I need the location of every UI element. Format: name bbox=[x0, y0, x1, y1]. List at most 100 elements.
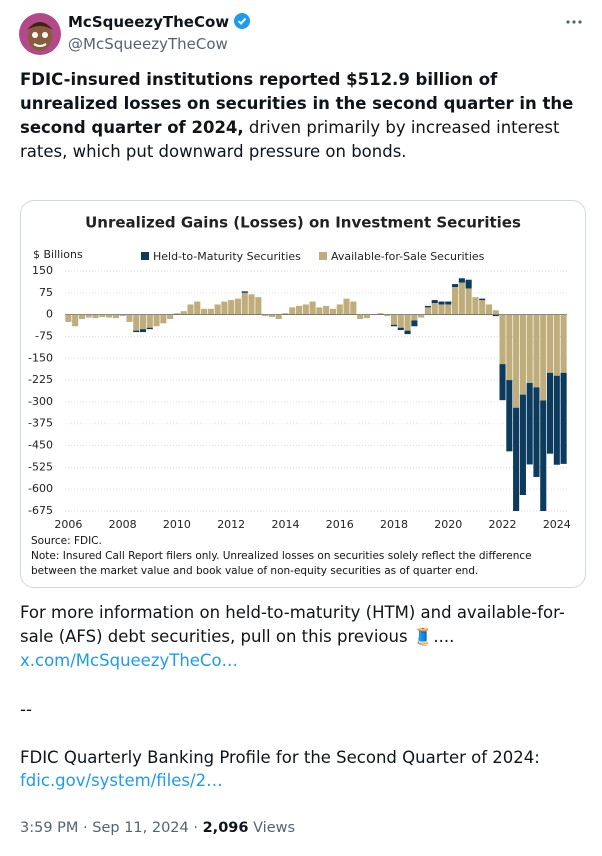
author-handle[interactable]: @McSqueezyTheCow bbox=[68, 35, 228, 53]
bar-segment bbox=[343, 298, 350, 315]
bar-segment bbox=[363, 314, 370, 319]
y-tick-label: 150 bbox=[32, 264, 53, 277]
bar-segment bbox=[323, 305, 330, 315]
bar-segment bbox=[72, 314, 79, 327]
bar-segment bbox=[540, 314, 547, 401]
chart-title: Unrealized Gains (Losses) on Investment … bbox=[85, 214, 521, 232]
x-tick-label: 2008 bbox=[109, 518, 137, 531]
bar-segment bbox=[560, 314, 567, 373]
bar-segment bbox=[357, 314, 364, 319]
y-tick-label: -225 bbox=[28, 373, 53, 386]
author-name[interactable]: McSqueezyTheCow bbox=[68, 13, 251, 31]
bar-segment bbox=[92, 314, 99, 319]
bar-segment bbox=[180, 311, 187, 315]
bar-segment bbox=[404, 330, 411, 335]
bar-segment bbox=[262, 314, 269, 317]
bar-segment bbox=[458, 282, 465, 315]
bar-segment bbox=[377, 313, 384, 315]
chart-card[interactable]: Unrealized Gains (Losses) on Investment … bbox=[20, 200, 586, 588]
bar-segment bbox=[506, 314, 513, 381]
bar-segment bbox=[438, 304, 445, 315]
avatar[interactable] bbox=[18, 12, 62, 56]
y-tick-label: -300 bbox=[28, 395, 53, 408]
y-tick-label: -525 bbox=[28, 460, 53, 473]
y-tick-label: -375 bbox=[28, 417, 53, 430]
bar-segment bbox=[499, 364, 506, 401]
x-tick-label: 2018 bbox=[380, 518, 408, 531]
bar-segment bbox=[431, 303, 438, 315]
bar-segment bbox=[302, 304, 309, 315]
bar-segment bbox=[418, 314, 425, 318]
bar-segment bbox=[146, 314, 153, 328]
bar-segment bbox=[445, 304, 452, 315]
bar-segment bbox=[424, 305, 431, 308]
bar-segment bbox=[499, 314, 506, 365]
y-tick-label: -150 bbox=[28, 351, 53, 364]
bar-segment bbox=[506, 380, 513, 452]
x-tick-label: 2016 bbox=[326, 518, 354, 531]
bar-segment bbox=[485, 304, 493, 315]
bar-segment bbox=[431, 300, 438, 303]
y-tick-label: 75 bbox=[39, 286, 53, 299]
bar-segment bbox=[465, 279, 472, 289]
bar-segment bbox=[458, 278, 465, 283]
bar-segment bbox=[329, 308, 337, 315]
bar-segment bbox=[289, 307, 296, 315]
bar-segment bbox=[119, 314, 126, 317]
legend-label: Held-to-Maturity Securities bbox=[153, 250, 301, 263]
bar-segment bbox=[519, 314, 526, 395]
name[interactable]: McSqueezyTheCow bbox=[68, 13, 230, 31]
bar-segment bbox=[316, 307, 323, 315]
bar-segment bbox=[424, 307, 431, 315]
bar-segment bbox=[146, 327, 153, 330]
legend-swatch bbox=[319, 252, 327, 260]
bar-segment bbox=[85, 314, 92, 318]
bar-segment bbox=[241, 292, 248, 315]
bar-segment bbox=[479, 298, 486, 301]
bar-segment bbox=[336, 304, 343, 315]
bar-segment bbox=[78, 314, 86, 319]
more-menu[interactable] bbox=[564, 16, 584, 28]
bar-segment bbox=[126, 314, 133, 322]
y-tick-label: -600 bbox=[28, 482, 53, 495]
bar-segment bbox=[526, 383, 533, 465]
x-tick-label: 2010 bbox=[163, 518, 191, 531]
bar-segment bbox=[133, 330, 140, 333]
link[interactable]: x.com/McSqueezyTheCo… bbox=[20, 651, 239, 670]
bar-segment bbox=[533, 314, 540, 388]
bar-segment bbox=[404, 314, 411, 331]
bar-segment bbox=[560, 372, 567, 464]
x-tick-label: 2020 bbox=[434, 518, 462, 531]
bar-segment bbox=[492, 314, 499, 317]
views-label: Views bbox=[253, 820, 296, 836]
bar-segment bbox=[438, 301, 445, 305]
bar-segment bbox=[411, 320, 418, 327]
bar-segment bbox=[411, 314, 418, 321]
link[interactable]: fdic.gov/system/files/2… bbox=[20, 771, 223, 790]
bar-segment bbox=[139, 329, 147, 333]
bar-segment bbox=[546, 314, 554, 373]
bar-segment bbox=[106, 314, 113, 318]
bar-segment bbox=[194, 301, 201, 315]
x-tick-label: 2012 bbox=[217, 518, 245, 531]
bar-segment bbox=[207, 308, 214, 315]
bar-segment bbox=[553, 314, 560, 376]
chart-note: Note: Insured Call Report filers only. U… bbox=[31, 550, 532, 577]
text: driven primarily by increased interest r… bbox=[20, 118, 560, 161]
y-axis-label: $ Billions bbox=[33, 248, 83, 261]
legend-label: Available-for-Sale Securities bbox=[331, 250, 485, 263]
bar-segment bbox=[390, 324, 398, 327]
separator: -- bbox=[20, 700, 32, 719]
bar-segment bbox=[397, 314, 404, 328]
bar-segment bbox=[397, 327, 404, 331]
timestamp[interactable]: 3:59 PM · Sep 11, 2024 · bbox=[20, 820, 198, 836]
chart-source: Source: FDIC. bbox=[31, 535, 102, 547]
bar-segment bbox=[526, 314, 533, 383]
bars bbox=[65, 278, 567, 511]
bar-segment bbox=[275, 314, 282, 319]
bar-segment bbox=[221, 301, 228, 315]
chart: Unrealized Gains (Losses) on Investment … bbox=[28, 214, 571, 532]
bar-segment bbox=[228, 300, 235, 315]
bar-segment bbox=[99, 314, 106, 317]
